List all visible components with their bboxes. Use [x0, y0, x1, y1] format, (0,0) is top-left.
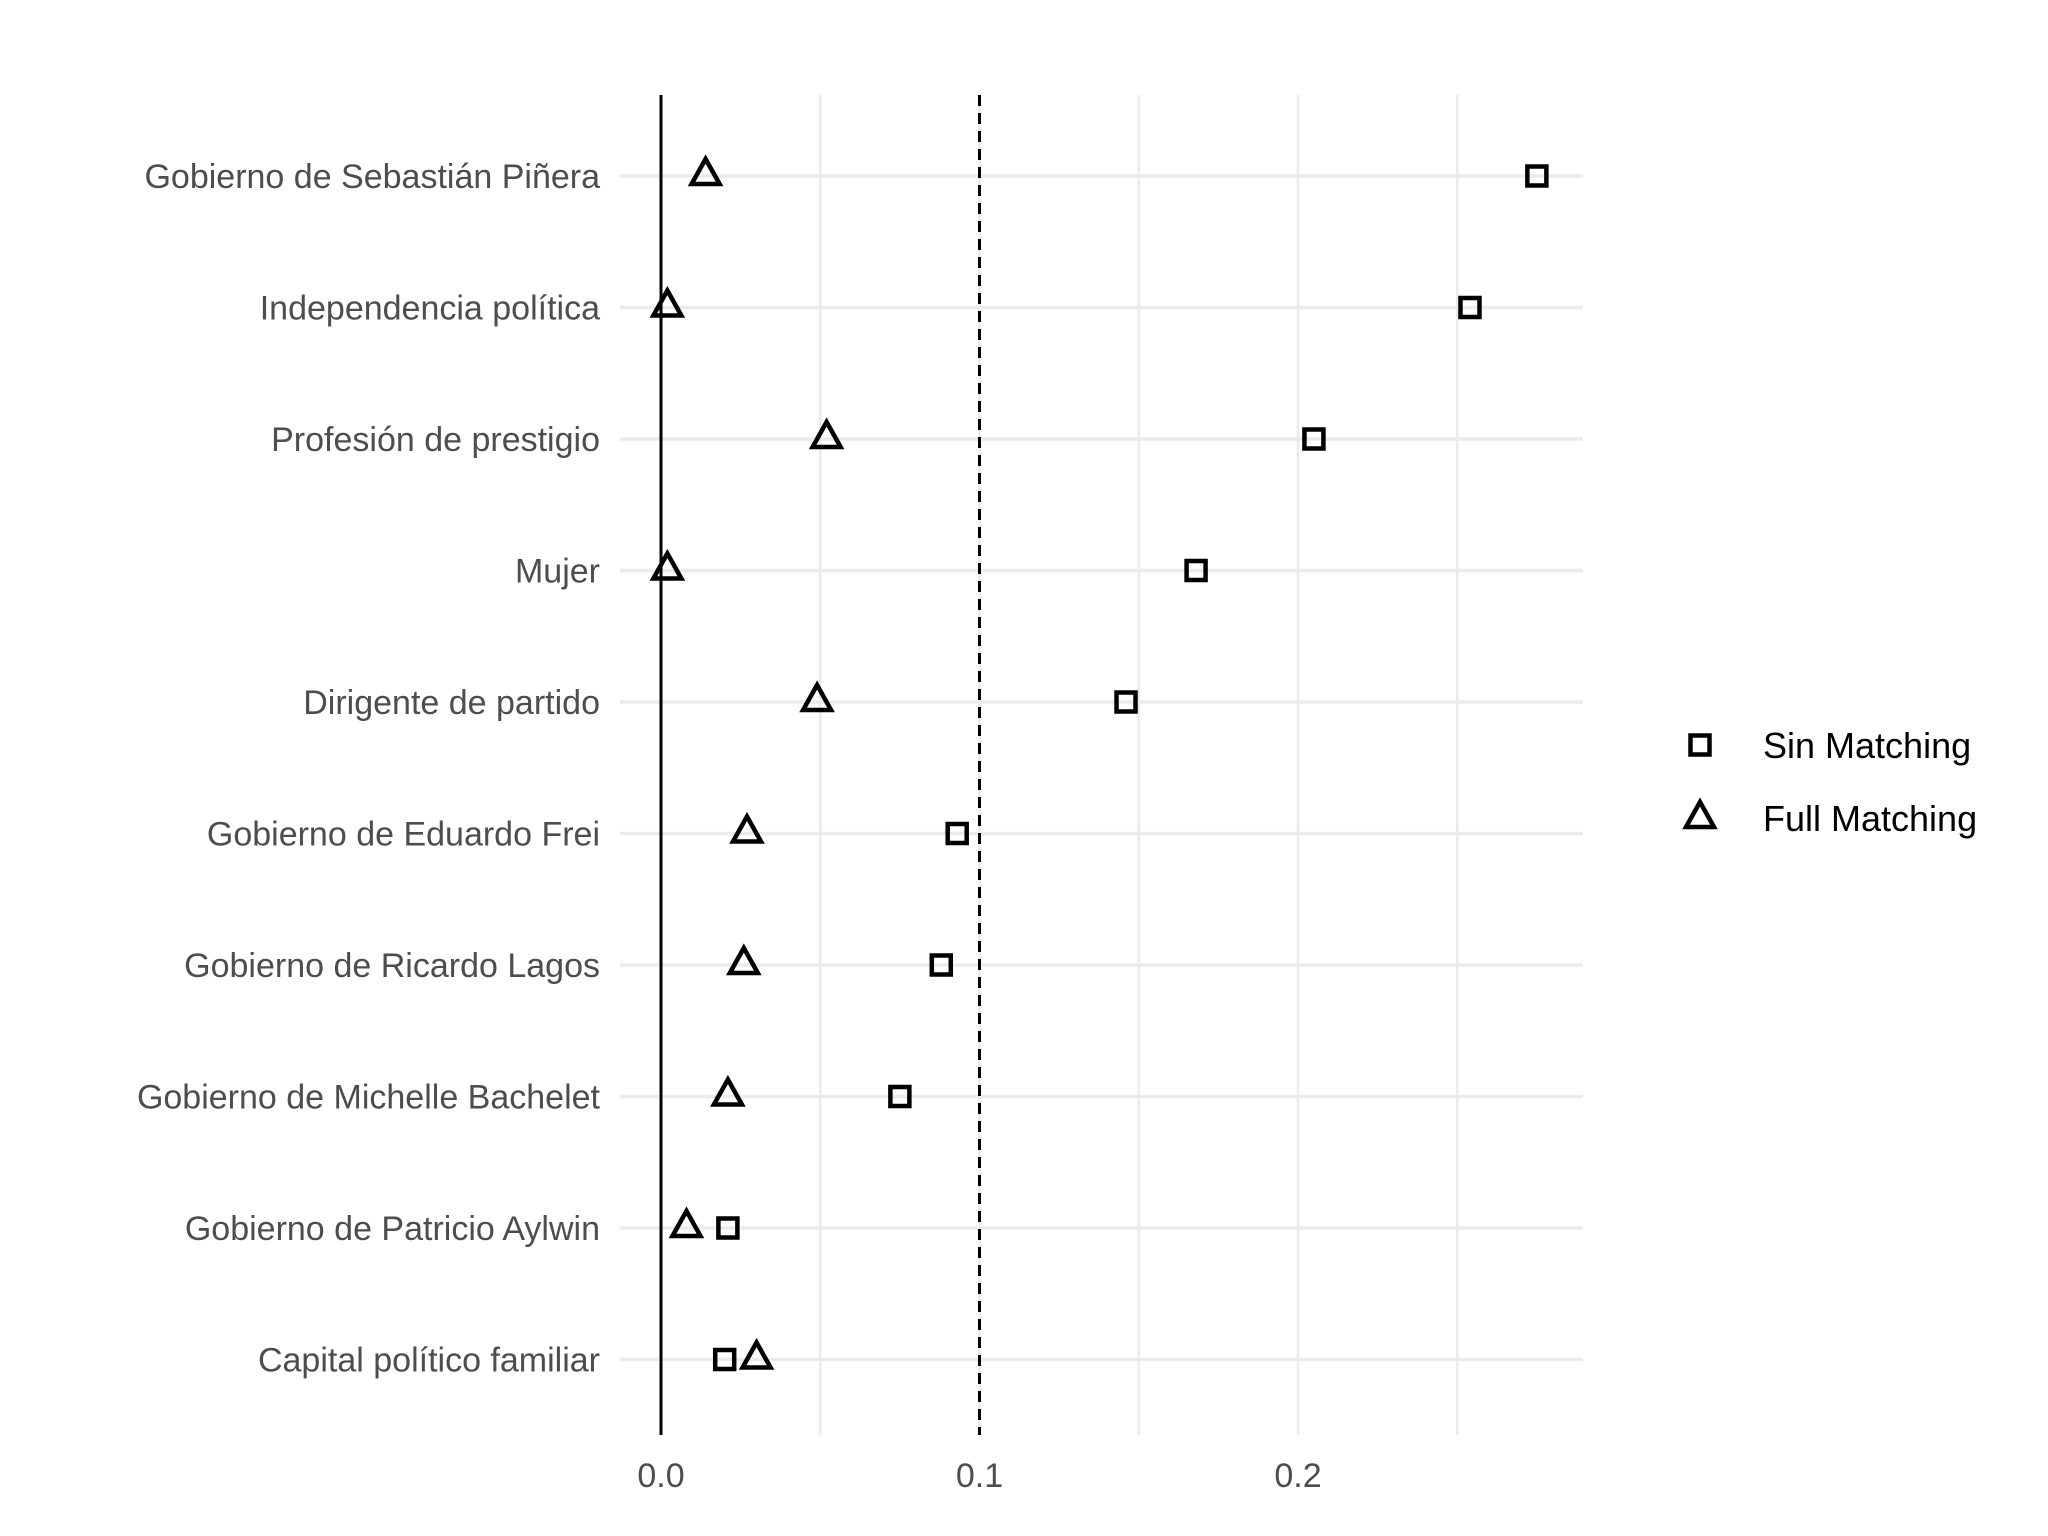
- legend-square-key: [1688, 733, 1712, 757]
- full-matching-point: [799, 680, 835, 713]
- legend: Sin Matching Full Matching: [1682, 725, 1977, 839]
- legend-triangle-key: [1682, 797, 1718, 830]
- x-tick-label: 0.2: [1274, 1457, 1321, 1495]
- x-tick-label: 0.1: [956, 1457, 1003, 1495]
- category-label: Gobierno de Eduardo Frei: [207, 816, 600, 854]
- sin-matching-point: [1184, 558, 1208, 583]
- full-matching-point: [738, 1337, 775, 1370]
- sin-matching-point: [1458, 295, 1482, 320]
- full-matching-point: [725, 943, 762, 976]
- sin-matching-point: [945, 821, 969, 846]
- x-axis-ticks: 0.0 0.1 0.2: [637, 1457, 1321, 1495]
- reference-lines: [659, 95, 981, 1435]
- full-matching-point: [649, 285, 686, 318]
- category-label: Capital político familiar: [258, 1342, 600, 1380]
- full-matching-point: [668, 1206, 705, 1239]
- category-label: Gobierno de Sebastián Piñera: [144, 158, 600, 196]
- sin-matching-point: [716, 1216, 740, 1240]
- sin-matching-point: [1525, 164, 1549, 188]
- category-labels: Gobierno de Sebastián Piñera Independenci…: [137, 158, 601, 1380]
- category-label: Gobierno de Patricio Aylwin: [185, 1210, 600, 1248]
- x-tick-label: 0.0: [637, 1457, 684, 1495]
- full-matching-point: [808, 417, 845, 450]
- sin-matching-point: [888, 1084, 912, 1109]
- full-matching-point: [649, 548, 686, 581]
- full-matching-point: [729, 811, 765, 844]
- data-points: [649, 154, 1549, 1372]
- category-label: Dirigente de partido: [303, 684, 600, 722]
- sin-matching-point: [712, 1347, 737, 1372]
- category-label: Independencia política: [260, 290, 600, 328]
- category-label: Gobierno de Michelle Bachelet: [137, 1079, 601, 1117]
- legend-label-sin-matching: Sin Matching: [1763, 725, 1971, 766]
- legend-label-full-matching: Full Matching: [1763, 798, 1977, 839]
- full-matching-point: [710, 1074, 746, 1107]
- sin-matching-point: [1114, 690, 1138, 714]
- gridlines: [620, 95, 1583, 1435]
- sin-matching-point: [929, 953, 954, 977]
- full-matching-point: [687, 154, 724, 187]
- category-label: Gobierno de Ricardo Lagos: [184, 947, 600, 985]
- category-label: Mujer: [515, 553, 600, 591]
- category-label: Profesión de prestigio: [271, 421, 600, 459]
- sin-matching-point: [1302, 427, 1326, 451]
